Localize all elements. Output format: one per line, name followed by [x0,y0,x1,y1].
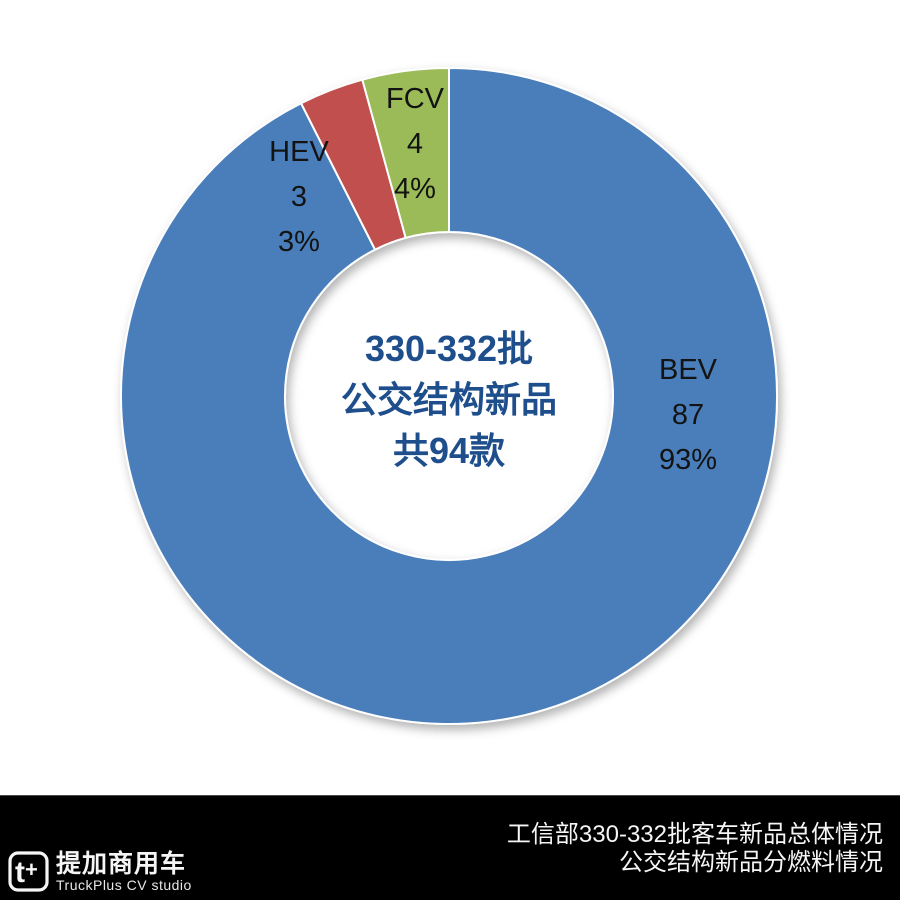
center-label-line1: 330-332批 [364,328,534,369]
truckplus-logo: t + 提加商用车 TruckPlus CV studio [8,851,192,893]
center-label-line2: 公交结构新品 [340,379,557,420]
hev-percent: 3% [278,226,320,258]
bev-value: 87 [671,399,705,431]
hev-value: 3 [290,181,308,213]
slice-label-hev: HEV 3 3% [229,130,369,265]
fcv-value: 4 [406,128,424,160]
bev-name: BEV [658,354,718,386]
donut-slice-bev [120,67,778,725]
fcv-percent: 4% [394,173,436,205]
chart-title-line2: 公交结构新品分燃料情况 [619,849,883,876]
slice-label-bev: BEV 87 93% [618,348,758,483]
svg-text:t: t [15,856,25,889]
chart-title: 工信部330-332批客车新品总体情况 公交结构新品分燃料情况 [507,821,883,877]
logo-name-english: TruckPlus CV studio [56,877,192,893]
bev-percent: 93% [658,444,718,476]
fcv-name: FCV [386,83,444,115]
hev-name: HEV [269,136,329,168]
truckplus-logo-icon: t + [8,851,49,892]
center-label-line3: 共94款 [392,430,506,471]
donut-center-label: 330-332批 公交结构新品 共94款 [249,323,649,476]
slice-label-fcv: FCV 4 4% [345,77,485,212]
footer-bar: t + 提加商用车 TruckPlus CV studio 工信部330-332… [0,795,900,900]
logo-name-chinese: 提加商用车 [56,850,187,878]
svg-text:+: + [25,857,38,882]
logo-text-block: 提加商用车 TruckPlus CV studio [56,851,192,893]
donut-slice-fcv [361,67,450,239]
chart-title-line1: 工信部330-332批客车新品总体情况 [506,821,883,848]
